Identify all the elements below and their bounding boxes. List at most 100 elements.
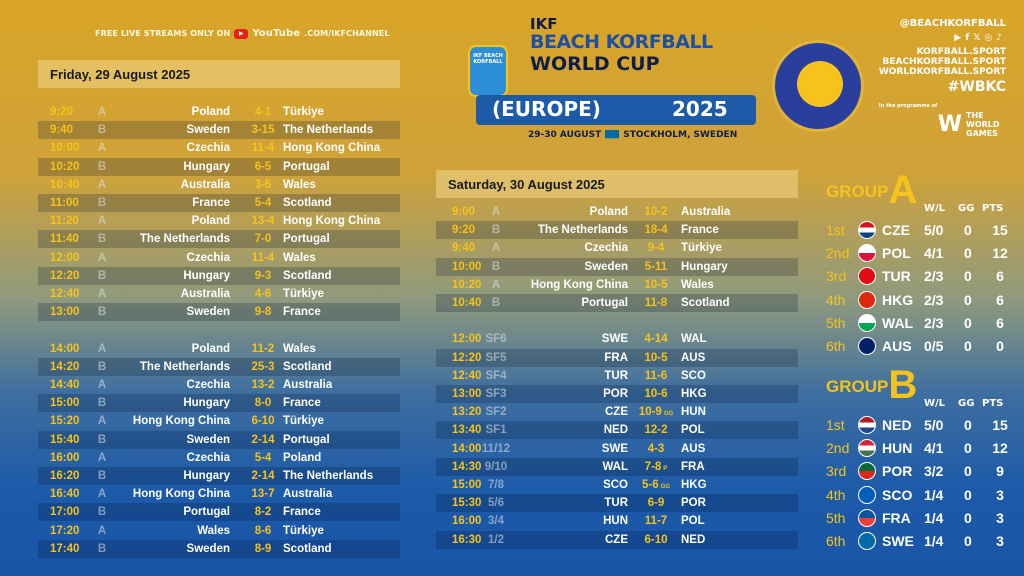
instagram-icon[interactable]: ◎	[984, 33, 997, 43]
score-value: 11-7	[644, 515, 668, 528]
home-team: Hungary	[183, 160, 230, 173]
away-team: Scotland	[283, 197, 332, 209]
youtube-icon[interactable]: ▶	[234, 28, 249, 39]
standings-col-header: GG	[958, 398, 975, 409]
match-group: A	[491, 206, 501, 218]
wins-losses: 5/0	[924, 222, 944, 238]
match-score: 13-7	[245, 488, 281, 500]
match-time: 14:30	[452, 460, 482, 473]
sweden-flag-icon	[605, 130, 620, 139]
event-logo: IKF BEACH KORFBALL IKF BEACH KORFBALL WO…	[468, 15, 760, 145]
golden-goals: 0	[964, 291, 972, 308]
golden-goals: 0	[964, 314, 972, 331]
home-team: Czechia	[584, 242, 628, 255]
points: 12	[992, 245, 1008, 262]
points: 6	[996, 314, 1004, 331]
tiktok-icon[interactable]: ♪	[996, 33, 1006, 43]
home-team: Poland	[191, 106, 230, 118]
match-group: 9/10	[484, 460, 508, 473]
rank: 5th	[826, 314, 846, 331]
score-value: 3-15	[251, 124, 275, 137]
away-team: POL	[681, 515, 705, 528]
match-row: 11:00 B France 5-4 Scotland	[38, 194, 400, 212]
match-time: 14:00	[50, 342, 80, 355]
match-row: 13:00 B Sweden 9-8 France	[38, 303, 400, 322]
match-group: B	[97, 360, 107, 373]
event-place: STOCKHOLM, SWEDEN	[623, 130, 738, 140]
match-row: 13:00 SF3 POR 10-6 HKG	[436, 385, 798, 403]
away-team: Poland	[283, 451, 322, 464]
facebook-icon[interactable]: f	[965, 33, 974, 43]
world-games-logo-icon: W	[937, 112, 962, 137]
match-score: 9-8	[245, 306, 281, 318]
youtube-brand[interactable]: YouTube	[252, 28, 301, 39]
match-group: 5/6	[488, 497, 504, 510]
match-row: 15:00 7/8 SCO 5-6 GG HKG	[436, 476, 798, 494]
social-block: @BEACHKORFBALL ▶f𝕏◎♪ KORFBALL.SPORT BEAC…	[879, 18, 1006, 138]
score-value: 5-4	[254, 451, 272, 464]
site-link[interactable]: WORLDKORFBALL.SPORT	[878, 67, 1006, 77]
match-score: 8-2	[245, 506, 281, 518]
flag-icon	[858, 485, 876, 504]
standings-col-header: PTS	[982, 203, 1004, 214]
home-team: Australia	[180, 178, 230, 191]
away-team: France	[681, 224, 719, 237]
channel-url[interactable]: .COM/IKFCHANNEL	[304, 29, 390, 38]
site-link[interactable]: KORFBALL.SPORT	[916, 47, 1006, 57]
match-row: 11:20 A Poland 13-4 Hong Kong China	[38, 212, 400, 230]
match-score: 10-6	[638, 388, 674, 400]
x-icon[interactable]: 𝕏	[973, 33, 985, 43]
match-time: 15:00	[452, 479, 482, 491]
wins-losses: 0/5	[924, 338, 944, 354]
home-team: Portugal	[183, 506, 230, 519]
home-team: Portugal	[581, 297, 628, 309]
standings-row: 3rd POR 3/2 0 9	[826, 461, 1016, 481]
social-handle[interactable]: @BEACHKORFBALL	[899, 18, 1006, 29]
match-score: 25-3	[245, 361, 281, 373]
match-score: 10-5	[638, 279, 674, 291]
match-score: 5-6 GG	[638, 479, 674, 491]
score-value: 8-9	[254, 542, 272, 555]
match-row: 12:40 A Australia 4-6 Türkiye	[38, 285, 400, 303]
home-team: The Netherlands	[537, 224, 628, 237]
score-note: GG	[660, 484, 670, 490]
match-group: B	[97, 160, 107, 173]
flag-icon	[858, 290, 876, 309]
match-row: 10:40 A Australia 3-5 Wales	[38, 176, 400, 194]
match-score: 3-5	[245, 179, 281, 191]
match-group: 3/4	[488, 515, 504, 528]
score-value: 11-8	[644, 297, 668, 309]
team-code: TUR	[882, 268, 911, 285]
home-team: NED	[603, 424, 628, 437]
wins-losses: 2/3	[924, 268, 944, 285]
score-note: P	[663, 465, 668, 472]
score-value: 4-1	[254, 106, 272, 118]
match-score: 5-11	[638, 261, 674, 273]
rank: 6th	[826, 533, 846, 549]
score-value: 7-0	[254, 233, 272, 246]
match-score: 11-4	[245, 252, 281, 264]
away-team: Wales	[283, 251, 316, 264]
match-time: 12:40	[452, 369, 482, 382]
standings-col-header: PTS	[982, 398, 1004, 409]
match-group: A	[97, 142, 107, 155]
site-link[interactable]: BEACHKORFBALL.SPORT	[882, 57, 1006, 67]
score-value: 9-3	[254, 269, 272, 282]
match-time: 10:20	[50, 160, 80, 173]
match-row: 16:30 1/2 CZE 6-10 NED	[436, 530, 798, 549]
home-team: CZE	[605, 406, 628, 419]
score-value: 12-2	[644, 424, 668, 437]
score-value: 13-2	[251, 379, 275, 391]
youtube-icon[interactable]: ▶	[954, 33, 966, 43]
match-group: SF2	[485, 406, 507, 419]
rank: 1st	[826, 222, 845, 238]
points: 3	[996, 486, 1004, 503]
match-score: 9-4	[638, 242, 674, 254]
rank: 3rd	[826, 268, 847, 285]
stream-text: FREE LIVE STREAMS ONLY ON	[95, 29, 231, 38]
programme-label: In the programme of	[878, 103, 938, 109]
match-score: 2-14	[245, 434, 281, 446]
home-team: Sweden	[186, 542, 230, 555]
away-team: Portugal	[283, 233, 330, 246]
saturday-header: Saturday, 30 August 2025	[436, 170, 798, 198]
